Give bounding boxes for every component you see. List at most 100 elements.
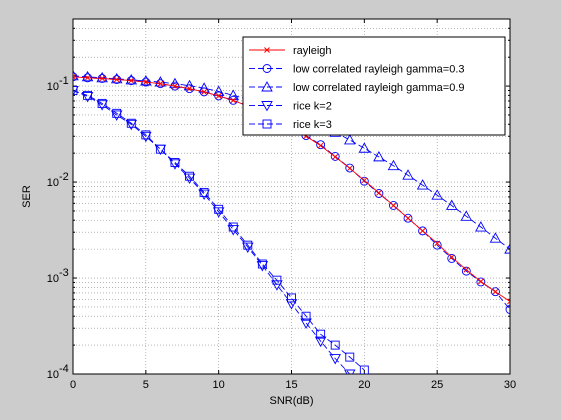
data-point (183, 79, 196, 91)
data-point (361, 177, 368, 184)
legend-label: low correlated rayleigh gamma=0.3 (293, 64, 465, 76)
data-point (490, 287, 500, 297)
data-point (243, 240, 253, 250)
legend-marker (262, 64, 272, 73)
data-point (317, 142, 324, 149)
data-point (228, 95, 238, 105)
data-point (83, 90, 93, 100)
data-point (230, 97, 237, 104)
data-point (475, 221, 487, 232)
data-point (419, 228, 426, 234)
x-axis-label: SNR(dB) (269, 395, 313, 407)
data-point (285, 299, 298, 310)
x-stroke (376, 190, 382, 196)
data-point (329, 354, 341, 365)
series-line (73, 75, 510, 250)
legend-marker (261, 101, 273, 112)
data-point (445, 199, 458, 210)
data-point (478, 278, 484, 285)
data-point (507, 298, 510, 305)
x-stroke (99, 75, 105, 82)
data-point (344, 133, 356, 145)
y-tick-label: 10 (47, 273, 59, 285)
x-stroke (448, 254, 455, 261)
legend-label: rice k=2 (293, 101, 332, 113)
x-stroke (332, 154, 339, 160)
data-point (73, 69, 79, 81)
data-point (418, 226, 428, 236)
data-point (97, 98, 107, 108)
data-point (389, 201, 398, 210)
data-point (373, 150, 385, 162)
data-point (390, 202, 397, 209)
x-stroke (317, 142, 324, 149)
y-tick-exponent: -2 (59, 171, 69, 183)
data-point (345, 352, 355, 362)
data-point (186, 85, 193, 92)
x-stroke (463, 266, 470, 273)
data-point (228, 222, 238, 232)
data-point (227, 89, 239, 100)
legend: rayleigh low correlated rayleigh gamma=0.… (242, 36, 506, 136)
data-point (344, 369, 356, 374)
data-point (125, 119, 138, 131)
x-tick-label: 20 (358, 379, 370, 391)
data-point (84, 74, 91, 81)
data-point (140, 131, 152, 143)
x-tick-label: 25 (431, 379, 443, 391)
x-tick-label: 15 (285, 379, 297, 391)
data-point (170, 158, 180, 167)
data-point (358, 142, 371, 153)
data-point (330, 151, 340, 161)
x-tick-label: 0 (70, 379, 76, 391)
data-point (157, 80, 164, 87)
data-point (374, 189, 384, 198)
x-stroke (405, 215, 411, 222)
data-point (257, 259, 267, 269)
data-point (125, 73, 138, 85)
data-point (198, 189, 210, 200)
x-stroke (361, 177, 368, 184)
data-point (314, 336, 327, 348)
series-x-0 (73, 73, 510, 305)
data-point (460, 210, 473, 221)
series-s-4 (73, 86, 369, 374)
x-stroke (157, 80, 164, 87)
data-point (330, 340, 340, 350)
data-point (489, 232, 502, 243)
data-point (316, 140, 326, 150)
x-tick-label: 30 (504, 379, 516, 391)
data-point (504, 243, 510, 254)
x-stroke (128, 77, 135, 84)
x-stroke (73, 76, 76, 80)
x-stroke (264, 47, 270, 53)
data-point (256, 261, 269, 272)
data-point (376, 190, 382, 196)
x-stroke (434, 240, 441, 247)
data-point (387, 159, 400, 171)
data-point (346, 165, 353, 172)
data-point (214, 204, 224, 214)
x-stroke (346, 165, 353, 172)
x-stroke (507, 298, 510, 303)
data-point (316, 329, 326, 339)
data-point (142, 79, 149, 85)
y-tick-exponent: -1 (59, 75, 69, 87)
series-line (73, 90, 351, 374)
data-point (110, 72, 123, 84)
x-stroke (113, 76, 120, 83)
data-point (359, 176, 369, 186)
data-point (332, 154, 339, 160)
data-point (128, 77, 135, 84)
data-point (201, 89, 207, 95)
data-point (110, 110, 123, 121)
legend-marker (262, 119, 272, 129)
data-point (113, 76, 120, 83)
legend-box (242, 36, 506, 136)
x-stroke (73, 73, 76, 78)
legend-marker (264, 47, 270, 53)
data-point (402, 169, 414, 180)
y-tick-label: 10 (47, 81, 59, 93)
